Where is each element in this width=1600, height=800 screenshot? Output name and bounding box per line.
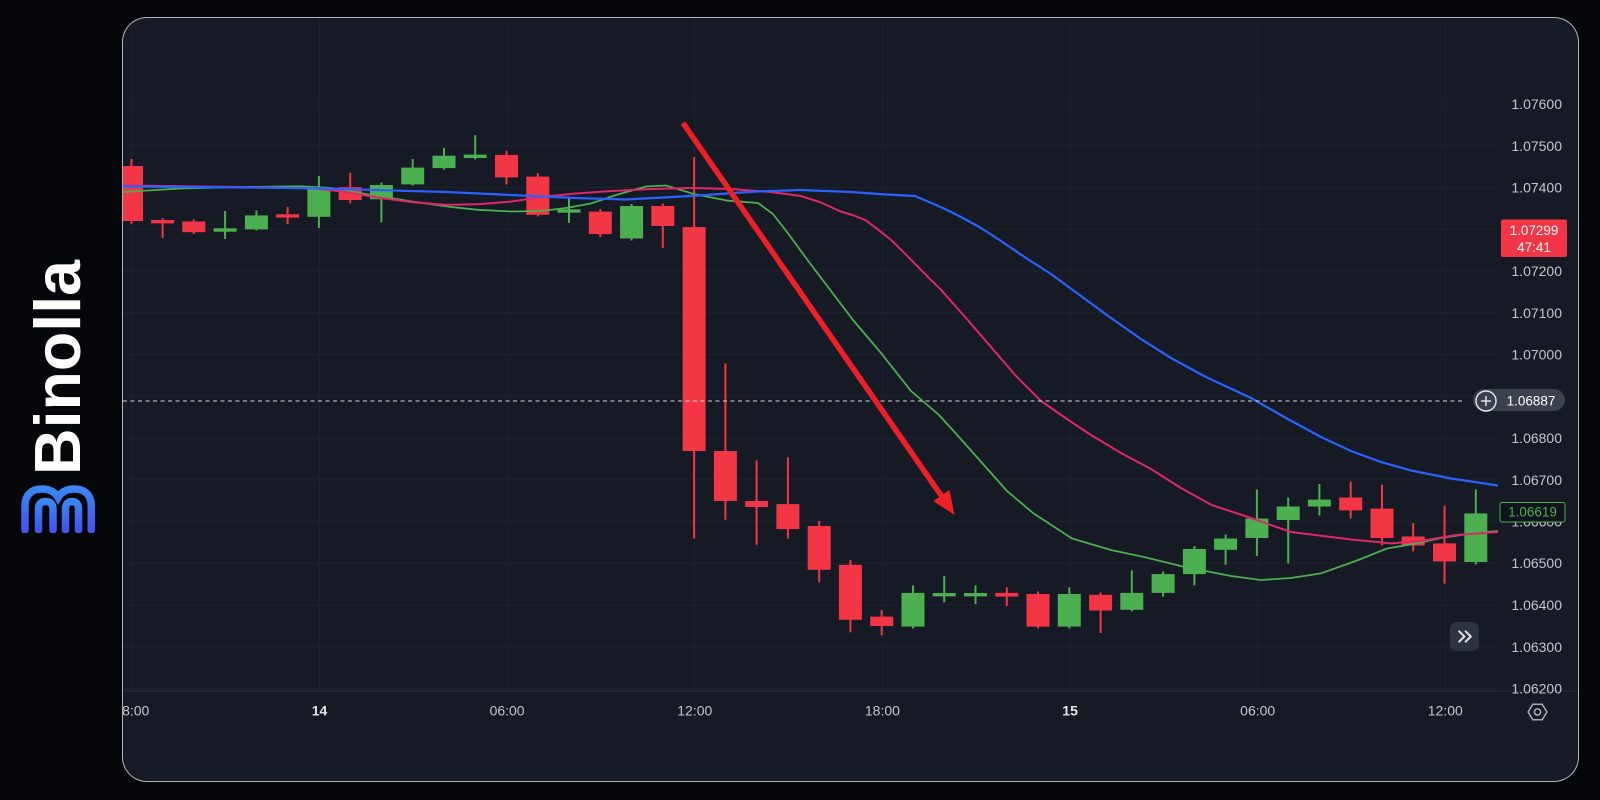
svg-text:18:00: 18:00 [865, 703, 900, 719]
svg-text:47:41: 47:41 [1517, 240, 1551, 255]
svg-text:1.06619: 1.06619 [1508, 505, 1557, 520]
svg-text:1.07400: 1.07400 [1511, 180, 1562, 196]
svg-text:1.07000: 1.07000 [1511, 347, 1562, 363]
svg-text:06:00: 06:00 [1240, 703, 1275, 719]
svg-text:1.06200: 1.06200 [1511, 681, 1562, 697]
svg-text:1.07600: 1.07600 [1511, 96, 1562, 112]
svg-text:12:00: 12:00 [677, 703, 712, 719]
svg-text:1.07100: 1.07100 [1511, 305, 1562, 321]
svg-text:06:00: 06:00 [490, 703, 525, 719]
svg-text:12:00: 12:00 [1428, 703, 1463, 719]
svg-text:1.06500: 1.06500 [1511, 555, 1562, 571]
svg-text:18:00: 18:00 [123, 703, 150, 719]
svg-text:14: 14 [312, 703, 328, 719]
svg-text:1.06400: 1.06400 [1511, 597, 1562, 613]
svg-text:15: 15 [1062, 703, 1078, 719]
svg-text:1.07200: 1.07200 [1511, 263, 1562, 279]
svg-text:1.06300: 1.06300 [1511, 639, 1562, 655]
svg-text:1.06800: 1.06800 [1511, 430, 1562, 446]
svg-text:1.06887: 1.06887 [1507, 394, 1556, 409]
svg-text:1.07299: 1.07299 [1510, 223, 1559, 238]
svg-text:1.07500: 1.07500 [1511, 138, 1562, 154]
svg-text:1.06700: 1.06700 [1511, 472, 1562, 488]
